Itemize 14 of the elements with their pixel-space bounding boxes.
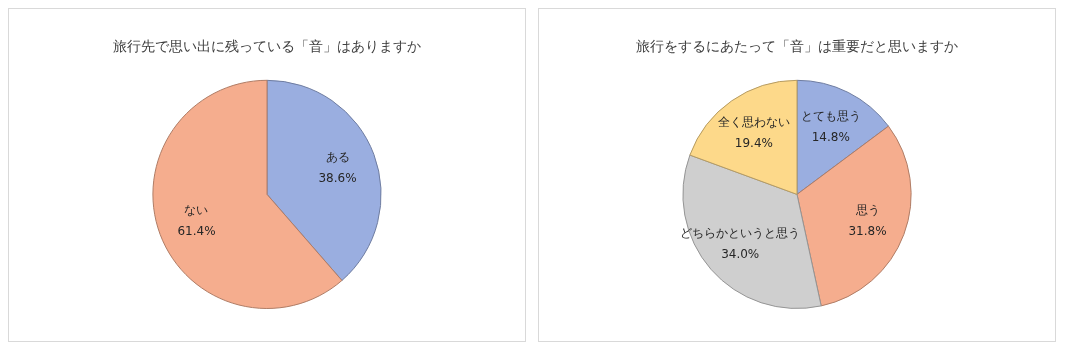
data-label: 34.0%: [721, 246, 760, 261]
slice-label: ない: [184, 202, 209, 217]
data-label: 14.8%: [811, 130, 850, 145]
data-label: 38.6%: [318, 171, 357, 186]
data-label: 61.4%: [177, 223, 216, 238]
slice-label: 全く思わない: [717, 114, 790, 129]
slice-label: ある: [325, 150, 350, 165]
chart-title: 旅行をするにあたって「音」は重要だと思いますか: [636, 38, 958, 55]
data-label: 19.4%: [734, 135, 773, 150]
data-label: 31.8%: [848, 223, 887, 238]
slice-label: 思う: [854, 202, 880, 217]
slice-label: とても思う: [800, 109, 861, 124]
slice-label: どちらかというと思う: [680, 225, 801, 240]
chart-title: 旅行先で思い出に残っている「音」はありますか: [113, 38, 421, 55]
